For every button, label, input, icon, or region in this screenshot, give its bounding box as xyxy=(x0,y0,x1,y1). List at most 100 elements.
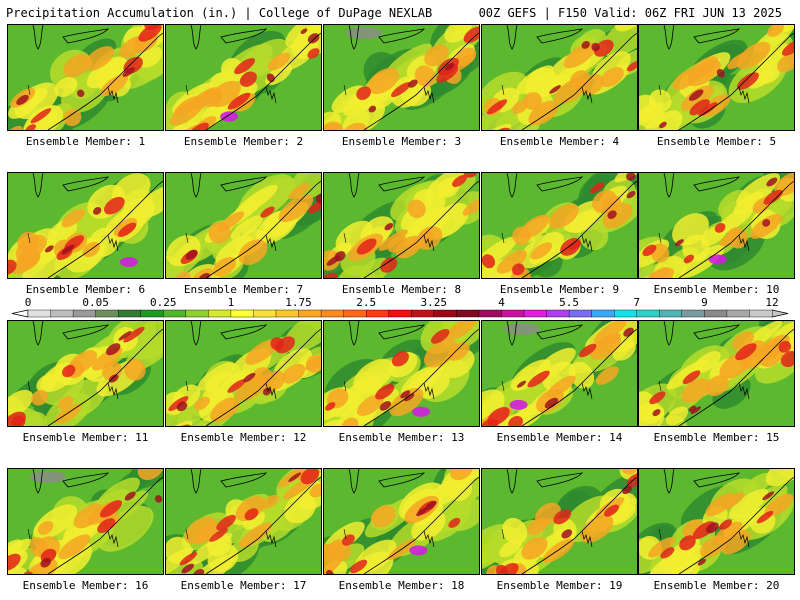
ensemble-member-panel: Ensemble Member: 14 xyxy=(481,320,638,450)
precip-map xyxy=(481,320,638,427)
precip-colorbar: 0 0.05 0.25 1 1.75 2.5 3.25 4 5.5 7 9 12 xyxy=(11,296,789,318)
colorbar-tick-label: 2.5 xyxy=(356,296,376,309)
precip-map-image xyxy=(324,321,479,426)
precip-map-image xyxy=(482,25,637,130)
colorbar-swatch xyxy=(501,309,525,318)
colorbar-tick-label: 1 xyxy=(228,296,235,309)
colorbar-swatch xyxy=(523,309,548,318)
precip-map xyxy=(7,320,164,427)
colorbar-swatch xyxy=(343,309,367,318)
precip-map-image xyxy=(482,469,637,574)
colorbar-swatch xyxy=(275,309,300,318)
colorbar-swatch xyxy=(208,309,232,318)
precip-map-image xyxy=(324,173,479,278)
ensemble-member-panel: Ensemble Member: 17 xyxy=(165,468,322,598)
colorbar-swatch xyxy=(659,309,683,318)
model-run-label: 00Z GEFS | F150 Valid: 06Z FRI JUN 13 20… xyxy=(478,6,782,20)
ensemble-member-panel: Ensemble Member: 5 xyxy=(638,24,795,154)
colorbar-swatch xyxy=(95,309,119,318)
colorbar-swatch xyxy=(298,309,322,318)
colorbar-tick-label: 0.05 xyxy=(82,296,109,309)
precip-map xyxy=(638,320,795,427)
precip-map-image xyxy=(482,173,637,278)
ensemble-member-label: Ensemble Member: 13 xyxy=(338,431,465,444)
colorbar-tick-label: 4 xyxy=(498,296,505,309)
precip-map xyxy=(481,172,638,279)
precip-map-image xyxy=(639,469,794,574)
ensemble-member-panel: Ensemble Member: 20 xyxy=(638,468,795,598)
page-title: Precipitation Accumulation (in.) | Colle… xyxy=(6,6,433,20)
colorbar-swatch xyxy=(546,309,570,318)
precip-map xyxy=(481,468,638,575)
colorbar-swatch xyxy=(163,309,187,318)
colorbar-swatch xyxy=(253,309,277,318)
precip-map-image xyxy=(639,321,794,426)
ensemble-member-panel: Ensemble Member: 2 xyxy=(165,24,322,154)
precip-map xyxy=(323,320,480,427)
ensemble-member-panel: Ensemble Member: 7 xyxy=(165,172,322,302)
precip-map-image xyxy=(639,173,794,278)
colorbar-tick-label: 12 xyxy=(765,296,778,309)
colorbar-tick-label: 9 xyxy=(701,296,708,309)
ensemble-member-panel: Ensemble Member: 16 xyxy=(7,468,164,598)
colorbar-swatch xyxy=(704,309,728,318)
ensemble-member-label: Ensemble Member: 7 xyxy=(183,283,304,296)
precip-map xyxy=(165,172,322,279)
ensemble-member-panel: Ensemble Member: 1 xyxy=(7,24,164,154)
precip-map-image xyxy=(166,469,321,574)
precip-map xyxy=(323,468,480,575)
colorbar-swatch xyxy=(681,309,705,318)
ensemble-member-panel: Ensemble Member: 6 xyxy=(7,172,164,302)
colorbar-swatch xyxy=(591,309,615,318)
colorbar-tick-label: 1.75 xyxy=(285,296,312,309)
ensemble-member-label: Ensemble Member: 8 xyxy=(341,283,462,296)
colorbar-tick-label: 7 xyxy=(633,296,640,309)
ensemble-member-panel: Ensemble Member: 4 xyxy=(481,24,638,154)
colorbar-right-arrow xyxy=(771,309,789,318)
colorbar-swatch xyxy=(140,309,164,318)
colorbar-tick-label: 5.5 xyxy=(559,296,579,309)
precip-map xyxy=(638,172,795,279)
ensemble-member-label: Ensemble Member: 11 xyxy=(22,431,149,444)
ensemble-member-label: Ensemble Member: 19 xyxy=(496,579,623,592)
ensemble-member-label: Ensemble Member: 15 xyxy=(653,431,780,444)
ensemble-member-label: Ensemble Member: 4 xyxy=(499,135,620,148)
colorbar-swatch xyxy=(365,309,390,318)
ensemble-member-label: Ensemble Member: 12 xyxy=(180,431,307,444)
precip-map xyxy=(638,468,795,575)
ensemble-member-label: Ensemble Member: 14 xyxy=(496,431,623,444)
ensemble-member-panel: Ensemble Member: 15 xyxy=(638,320,795,450)
precip-map xyxy=(165,24,322,131)
colorbar-swatch xyxy=(613,309,638,318)
ensemble-member-label: Ensemble Member: 16 xyxy=(22,579,149,592)
ensemble-member-label: Ensemble Member: 9 xyxy=(499,283,620,296)
precip-map xyxy=(165,320,322,427)
ensemble-member-panel: Ensemble Member: 11 xyxy=(7,320,164,450)
colorbar-swatch xyxy=(72,309,97,318)
precip-map-image xyxy=(8,25,163,130)
ensemble-member-label: Ensemble Member: 3 xyxy=(341,135,462,148)
precip-map-image xyxy=(324,469,479,574)
ensemble-member-label: Ensemble Member: 6 xyxy=(25,283,146,296)
colorbar-swatch xyxy=(117,309,142,318)
ensemble-member-panel: Ensemble Member: 3 xyxy=(323,24,480,154)
ensemble-member-panel: Ensemble Member: 12 xyxy=(165,320,322,450)
colorbar-swatch xyxy=(50,309,74,318)
colorbar-swatch xyxy=(726,309,750,318)
precip-map xyxy=(638,24,795,131)
ensemble-member-label: Ensemble Member: 2 xyxy=(183,135,304,148)
precip-map xyxy=(481,24,638,131)
ensemble-member-panel: Ensemble Member: 19 xyxy=(481,468,638,598)
colorbar-left-arrow xyxy=(11,309,29,318)
precip-map-image xyxy=(8,173,163,278)
ensemble-member-panel: Ensemble Member: 9 xyxy=(481,172,638,302)
colorbar-swatch xyxy=(636,309,660,318)
colorbar-tick-label: 0 xyxy=(25,296,32,309)
colorbar-swatch xyxy=(456,309,480,318)
precip-map-image xyxy=(8,469,163,574)
colorbar-swatch xyxy=(27,309,52,318)
colorbar-swatch xyxy=(568,309,593,318)
ensemble-member-label: Ensemble Member: 10 xyxy=(653,283,780,296)
colorbar-swatch xyxy=(388,309,412,318)
colorbar-swatch xyxy=(185,309,209,318)
